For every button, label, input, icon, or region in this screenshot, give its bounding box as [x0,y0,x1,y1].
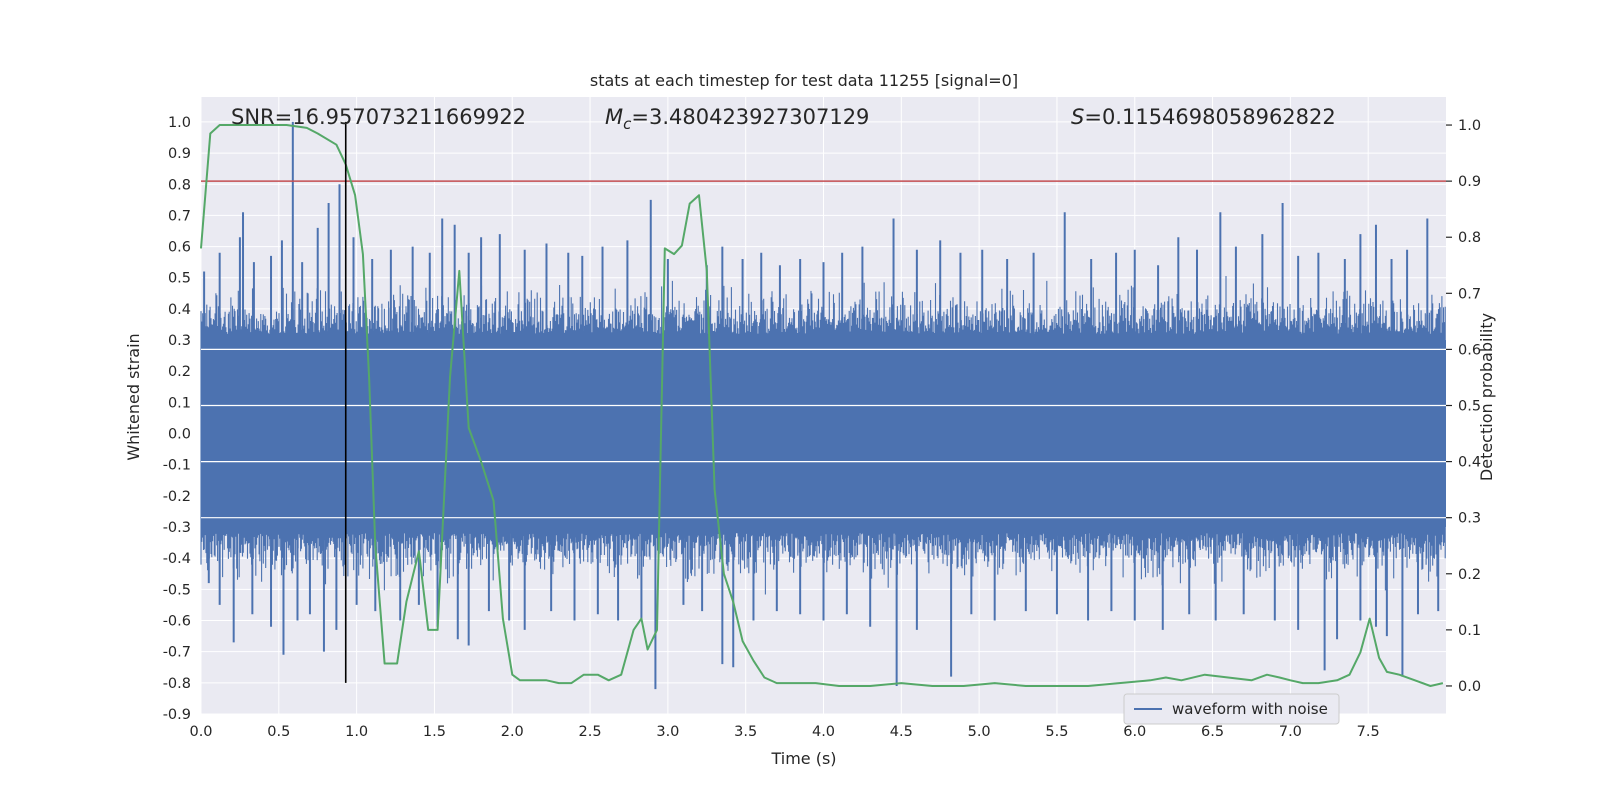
y-tick-label: 0.5 [168,271,191,287]
x-tick-label: 7.0 [1279,724,1302,740]
mc-symbol: M [605,105,623,129]
x-tick-label: 2.5 [579,724,602,740]
waveform-noise-trace [200,276,1446,595]
y2-tick-label: 0.7 [1458,286,1481,302]
y-tick-label: -0.5 [163,582,191,598]
y-tick-label: -0.8 [163,676,191,692]
x-tick-label: 1.0 [345,724,368,740]
y-tick-label: -0.1 [163,458,191,474]
y-tick-label: -0.4 [163,551,191,567]
legend-box [1123,693,1340,725]
legend-entry-waveform: waveform with noise [1172,700,1328,718]
y2-tick-label: 0.4 [1458,455,1481,471]
x-tick-label: 2.0 [501,724,524,740]
y2-tick-label: 0.0 [1458,679,1481,695]
y2-tick-label: 0.2 [1458,567,1481,583]
y-tick-label: -0.9 [163,707,191,723]
y-axis-label: Whitened strain [124,333,143,460]
x-tick-label: 6.0 [1123,724,1146,740]
y-tick-label: -0.3 [163,520,191,536]
y2-axis-ticks: 0.0 0.1 0.2 0.3 0.4 0.5 0.6 0.7 0.8 0.9 1.0 [1446,118,1481,695]
snr-annotation: SNR=16.957073211669922 [231,105,526,129]
s-symbol: S [1071,105,1084,129]
y2-tick-label: 0.8 [1458,230,1481,246]
y2-tick-label: 0.3 [1458,511,1481,527]
x-tick-label: 5.5 [1045,724,1068,740]
y-tick-label: 0.8 [168,177,191,193]
y-axis-ticks: -0.9 -0.8 -0.7 -0.6 -0.5 -0.4 -0.3 -0.2 -0.1 0.0 0… [163,115,191,723]
y-tick-label: 0.9 [168,146,191,162]
y2-tick-label: 0.1 [1458,623,1481,639]
x-tick-label: 3.0 [656,724,679,740]
y-tick-label: 0.1 [168,395,191,411]
y-tick-label: 0.0 [168,427,191,443]
y-tick-label: 0.7 [168,208,191,224]
mc-value: =3.480423927307129 [631,105,869,129]
y2-axis-label: Detection probability [1477,313,1496,481]
legend: waveform with noise [1123,693,1340,725]
y2-tick-label: 0.9 [1458,174,1481,190]
detection-probability-line [200,124,1444,687]
y2-tick-label: 0.5 [1458,399,1481,415]
x-tick-label: 4.5 [890,724,913,740]
y-tick-label: -0.2 [163,489,191,505]
x-axis-ticks: 0.0 0.5 1.0 1.5 2.0 2.5 3.0 3.5 4.0 4.5 5.0 5.5 6.0 6… [189,724,1379,740]
plot-area [200,97,1446,715]
mc-subscript: c [623,115,632,133]
s-annotation: S=0.1154698058962822 [1071,105,1336,129]
y-tick-label: 0.6 [168,240,191,256]
chart-title: stats at each timestep for test data 112… [590,71,1018,90]
y-tick-label: 0.2 [168,364,191,380]
x-tick-label: 3.5 [734,724,757,740]
x-axis-label: Time (s) [770,749,836,768]
chirp-mass-annotation: Mc=3.480423927307129 [605,105,869,133]
y-tick-label: 0.4 [168,302,191,318]
x-tick-label: 7.5 [1357,724,1380,740]
y-tick-label: 0.3 [168,333,191,349]
y2-tick-label: 1.0 [1458,118,1481,134]
x-tick-label: 5.0 [968,724,991,740]
x-tick-label: 1.5 [423,724,446,740]
y-tick-label: -0.7 [163,645,191,661]
s-value: =0.1154698058962822 [1084,105,1335,129]
waveform-series [200,121,1446,690]
y-tick-label: -0.6 [163,614,191,630]
y-tick-label: 1.0 [168,115,191,131]
x-tick-label: 0.0 [189,724,212,740]
y2-tick-label: 0.6 [1458,342,1481,358]
x-tick-label: 4.0 [812,724,835,740]
x-tick-label: 0.5 [267,724,290,740]
x-tick-label: 6.5 [1201,724,1224,740]
